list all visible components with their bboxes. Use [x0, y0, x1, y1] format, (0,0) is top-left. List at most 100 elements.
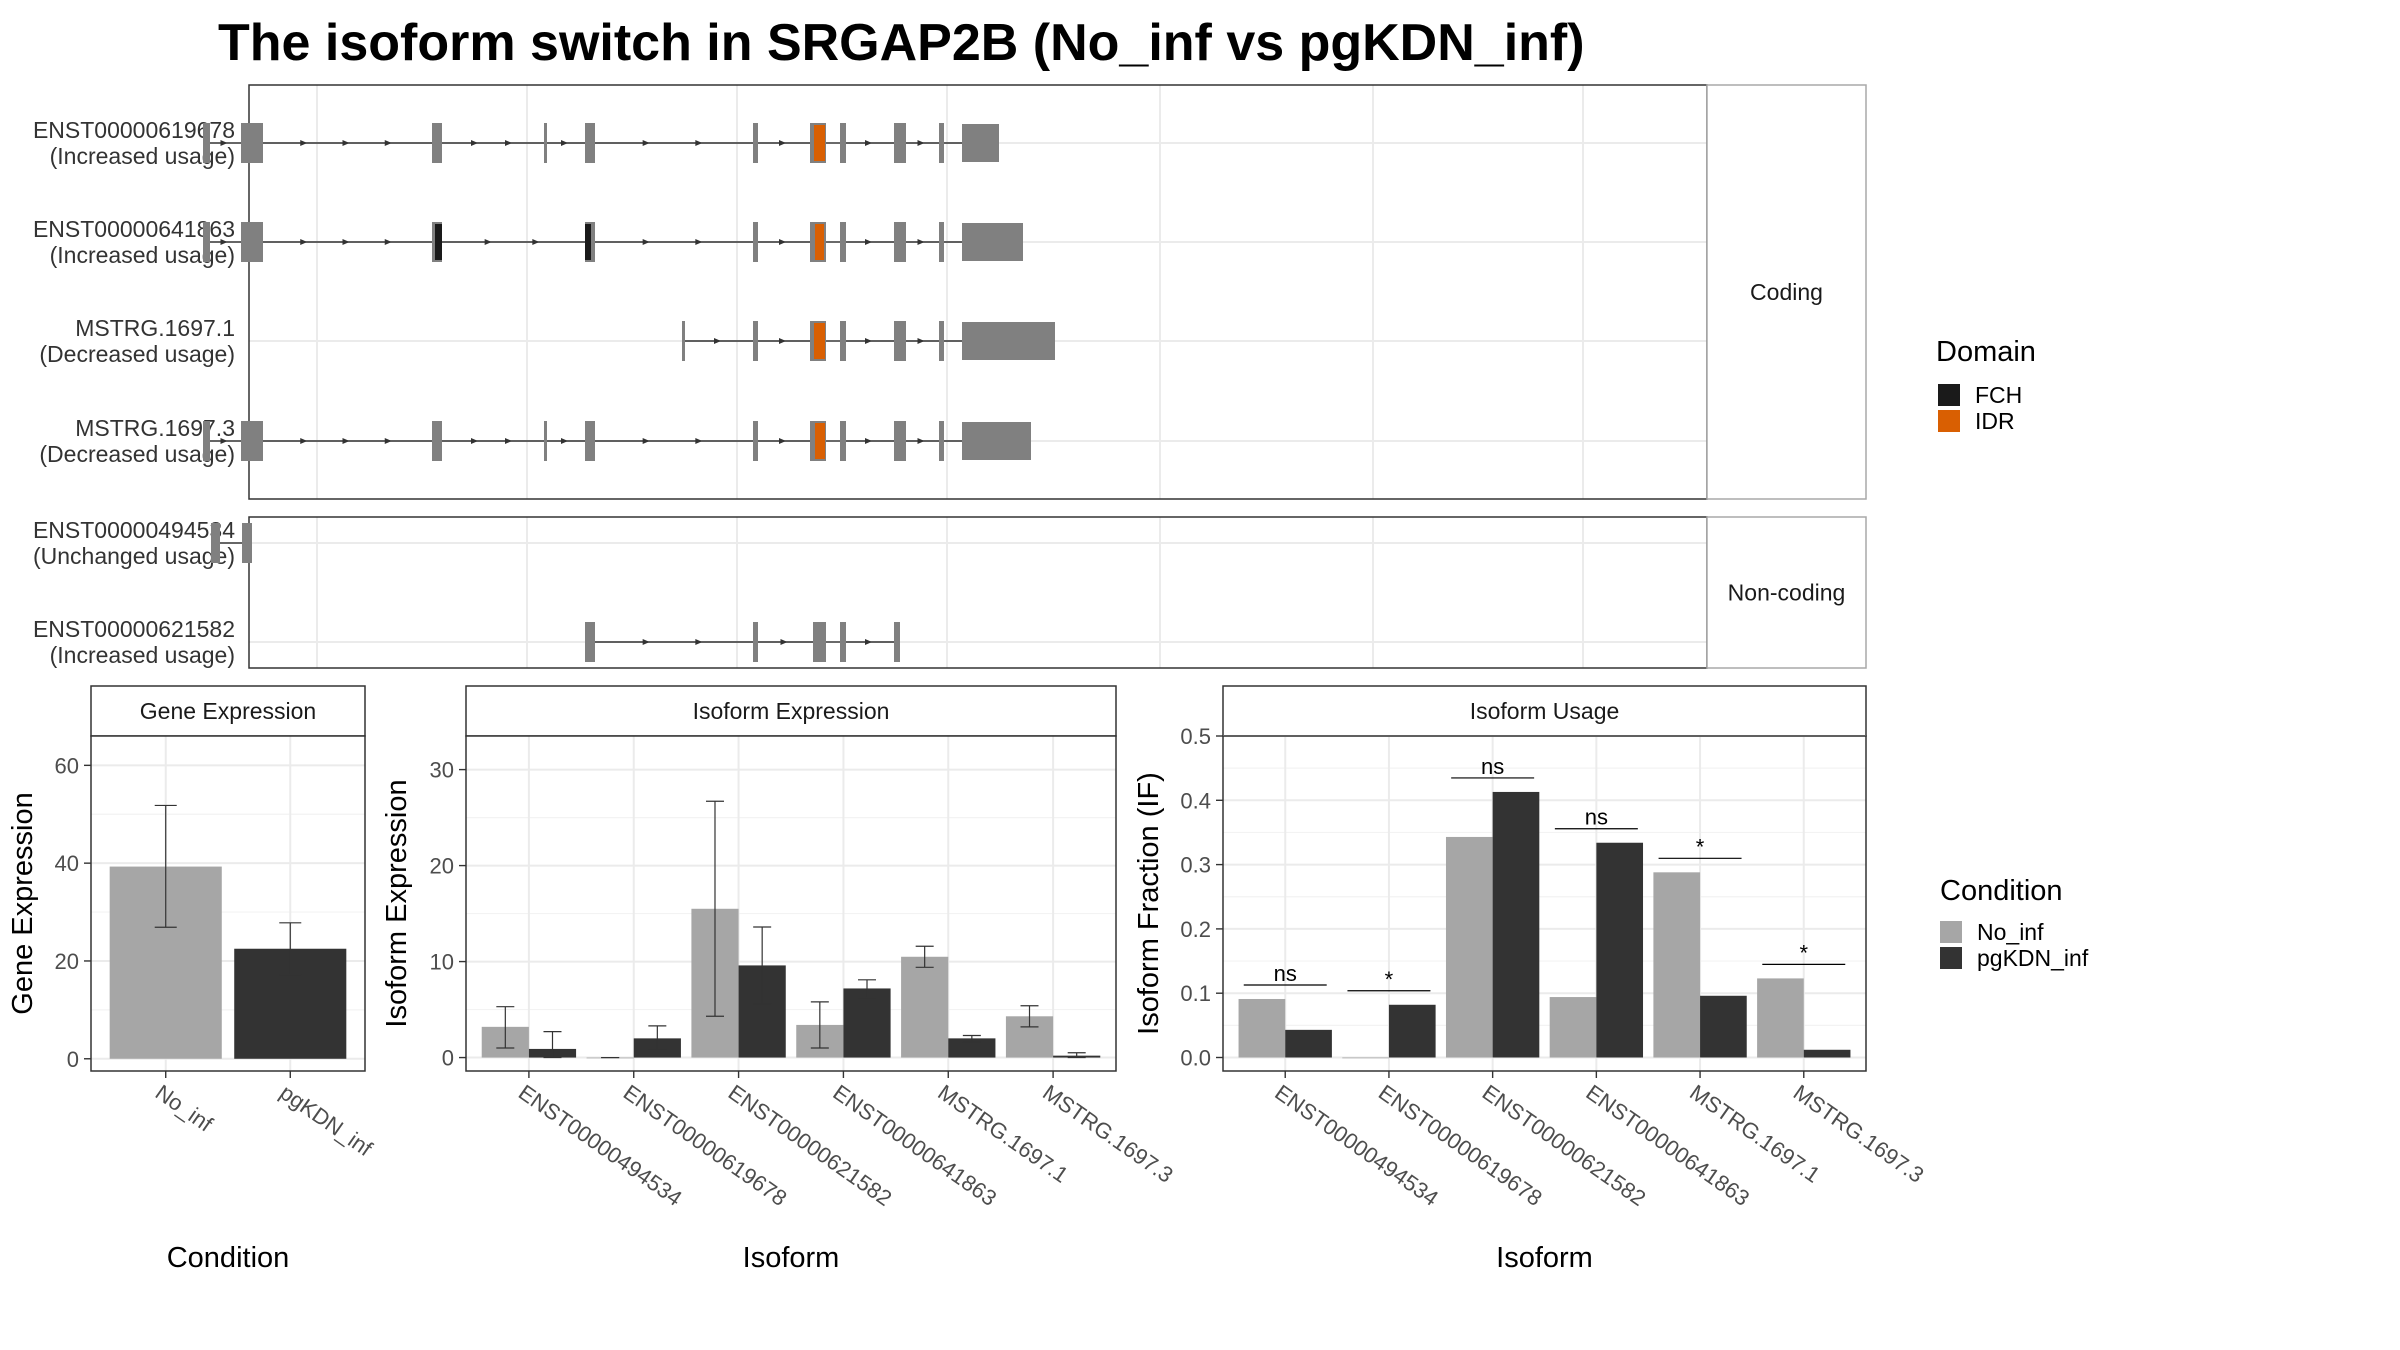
exon-block — [894, 321, 906, 361]
plot-border — [90, 735, 366, 1072]
exon-block — [241, 222, 263, 262]
y-tick-label: 0.2 — [1180, 917, 1211, 942]
intron-arrow — [779, 438, 786, 444]
structure-plot-background — [249, 517, 1707, 668]
exon-block — [203, 222, 210, 262]
intron-arrow — [695, 639, 703, 645]
facet-strip-label: Coding — [1750, 279, 1823, 305]
bar — [948, 1038, 996, 1058]
exon-block — [894, 123, 906, 163]
y-tick-label: 0.0 — [1180, 1045, 1211, 1070]
intron-arrow — [471, 438, 478, 444]
y-tick-label: 0 — [442, 1046, 454, 1071]
significance-label: ns — [1481, 754, 1504, 779]
intron-arrow — [484, 239, 492, 245]
domain-idr-block — [815, 423, 825, 459]
intron-arrow — [695, 140, 703, 146]
intron-arrow — [300, 140, 308, 146]
transcript-id-label: ENST00000494534 — [33, 517, 235, 543]
intron-arrow — [342, 438, 350, 444]
exon-block — [241, 421, 263, 461]
intron-arrow — [865, 438, 872, 444]
y-axis-title: Gene Expression — [7, 792, 39, 1014]
domain-idr-block — [815, 224, 824, 260]
exon-block — [544, 123, 547, 163]
y-tick-label: 0.3 — [1180, 853, 1211, 878]
isoform-expression-panel: Isoform Expression0102030ENST00000494534… — [381, 685, 1178, 1274]
bar — [1285, 1029, 1332, 1058]
y-tick-label: 10 — [430, 950, 454, 975]
transcript-id-label: ENST00000621582 — [33, 616, 235, 642]
legend-swatch-idr — [1938, 410, 1960, 432]
legend-swatch-pgkdn_inf — [1940, 947, 1962, 969]
bar — [1700, 995, 1747, 1058]
intron-arrow — [342, 140, 350, 146]
exon-block — [211, 523, 220, 563]
legend-label: No_inf — [1977, 919, 2044, 945]
bar — [1388, 1004, 1436, 1058]
intron-arrow — [642, 239, 650, 245]
intron-arrow — [642, 639, 650, 645]
bar — [1445, 836, 1493, 1058]
intron-arrow — [695, 438, 703, 444]
transcript-usage-label: (Decreased usage) — [39, 341, 235, 367]
legend-label: IDR — [1975, 408, 2015, 434]
panel-strip-title: Gene Expression — [140, 698, 316, 724]
domain-idr-block — [814, 323, 825, 359]
x-tick-label: No_inf — [151, 1080, 218, 1137]
exon-block — [962, 422, 1031, 460]
exon-block — [753, 222, 758, 262]
exon-block — [939, 421, 944, 461]
bar — [1803, 1049, 1851, 1058]
exon-block — [432, 123, 442, 163]
intron-arrow — [779, 140, 786, 146]
gene-expression-panel: Gene Expression 0 20 40 60 No_inf pgKDN_inf Con… — [7, 685, 378, 1274]
significance-label: * — [1799, 940, 1808, 965]
exon-block — [962, 223, 1023, 261]
bar — [1342, 1057, 1389, 1059]
x-tick-label: pgKDN_inf — [275, 1080, 377, 1162]
intron-arrow — [779, 239, 786, 245]
exon-block — [203, 123, 210, 163]
intron-arrow — [917, 438, 925, 444]
intron-arrow — [917, 338, 925, 344]
intron-arrow — [917, 239, 925, 245]
exon-block — [753, 421, 758, 461]
transcript-usage-label: (Decreased usage) — [39, 441, 235, 467]
intron-arrow — [300, 239, 308, 245]
panel-strip-title: Isoform Usage — [1470, 698, 1620, 724]
exon-block — [840, 321, 846, 361]
exon-block — [840, 421, 846, 461]
legend-label: FCH — [1975, 382, 2022, 408]
bar — [843, 988, 891, 1058]
bar — [1238, 998, 1286, 1058]
transcript-id-label: MSTRG.1697.3 — [75, 415, 235, 441]
y-tick-label: 20 — [430, 854, 454, 879]
intron-arrow — [505, 438, 512, 444]
bar — [1596, 842, 1644, 1058]
panel-strip — [90, 685, 366, 737]
exon-block — [894, 421, 906, 461]
panel-strip — [465, 685, 1117, 737]
legend-label: pgKDN_inf — [1977, 945, 2089, 971]
exon-block — [939, 222, 944, 262]
transcript-usage-label: (Increased usage) — [50, 642, 235, 668]
isoform-usage-panel: Isoform Usage 0.0 0.1 0.2 0.3 0.4 0.5 ns * ns ns * *… — [1133, 685, 1928, 1274]
intron-arrow — [532, 239, 540, 245]
y-axis-title: Isoform Fraction (IF) — [1133, 772, 1165, 1035]
exon-block — [962, 124, 999, 162]
exon-block — [682, 321, 685, 361]
intron-arrow — [695, 239, 703, 245]
panel-strip — [1222, 685, 1867, 737]
intron-arrow — [342, 239, 350, 245]
intron-arrow — [780, 639, 788, 645]
transcript-id-label: ENST00000619678 — [33, 117, 235, 143]
intron-arrow — [865, 639, 872, 645]
intron-arrow — [917, 140, 925, 146]
exon-block — [241, 123, 263, 163]
plot-border — [465, 735, 1117, 1072]
transcript-id-label: ENST00000641863 — [33, 216, 235, 242]
exon-block — [939, 123, 944, 163]
x-axis-title: Condition — [167, 1242, 290, 1274]
